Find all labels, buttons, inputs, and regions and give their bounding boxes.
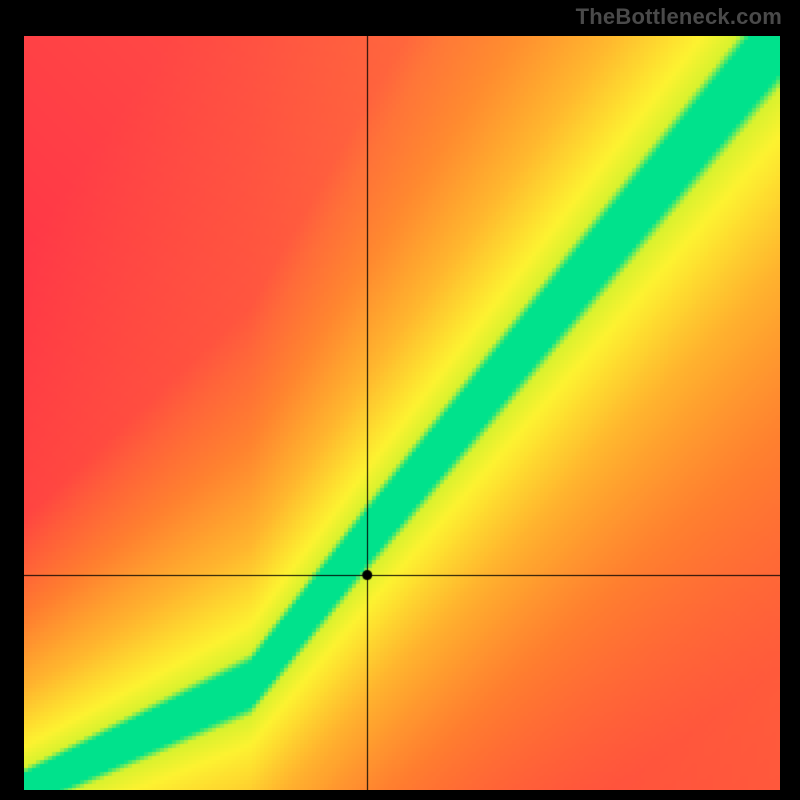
attribution-text: TheBottleneck.com: [576, 4, 782, 30]
page-root: TheBottleneck.com: [0, 0, 800, 800]
heatmap-canvas: [24, 36, 780, 790]
plot-container: [22, 34, 778, 788]
